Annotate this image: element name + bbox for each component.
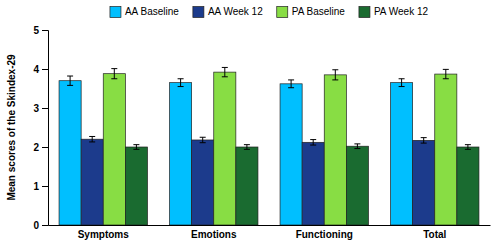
bar — [413, 140, 435, 225]
legend-label: AA Week 12 — [208, 6, 263, 17]
plot: 0 1 2 3 4 5 Symptoms Emotions Functioning Total — [33, 25, 490, 240]
y-tick-mark — [42, 30, 48, 31]
bar — [81, 139, 103, 225]
legend: AA Baseline AA Week 12 PA Baseline PA Week … — [110, 6, 429, 18]
bar — [324, 75, 346, 225]
legend-item: AA Baseline — [110, 6, 179, 18]
x-tick-label: Emotions — [191, 229, 237, 240]
y-tick: 1 — [33, 181, 48, 192]
error-bar — [89, 136, 95, 141]
legend-label: AA Baseline — [125, 6, 179, 17]
x-axis-line — [49, 225, 491, 226]
y-tick: 4 — [33, 64, 48, 75]
bar — [214, 72, 236, 225]
x-tick-label: Total — [423, 229, 446, 240]
legend-swatch — [193, 7, 204, 18]
y-tick-label: 0 — [33, 220, 39, 231]
bar — [59, 81, 81, 225]
bar — [103, 74, 125, 225]
y-axis-title: Mean scores of the Skindex-29 — [6, 54, 17, 201]
bar — [170, 83, 192, 225]
error-bar — [310, 140, 316, 145]
error-bar — [222, 67, 228, 76]
y-tick-mark — [42, 108, 48, 109]
error-bar — [133, 145, 139, 150]
bar — [391, 83, 413, 225]
bar — [280, 84, 302, 225]
error-bar — [111, 69, 117, 79]
series — [103, 67, 457, 225]
legend-item: PA Baseline — [277, 6, 346, 18]
error-bar — [67, 76, 73, 85]
series — [125, 144, 479, 225]
y-tick-mark — [42, 186, 48, 187]
x-tick-label: Functioning — [296, 229, 353, 240]
x-tick: Symptoms — [78, 229, 130, 240]
legend-swatch — [359, 7, 370, 18]
legend-swatch — [110, 7, 121, 18]
legend-item: PA Week 12 — [359, 6, 429, 18]
bar — [125, 147, 147, 225]
x-tick-label: Symptoms — [78, 229, 130, 240]
error-bar — [288, 80, 294, 88]
y-tick-mark — [42, 69, 48, 70]
error-bar — [200, 137, 206, 142]
y-tick: 0 — [33, 220, 48, 231]
x-tick: Total — [423, 229, 446, 240]
bar — [435, 74, 457, 225]
y-tick: 2 — [33, 142, 48, 153]
y-tick-mark — [42, 147, 48, 148]
chart: 0 1 2 3 4 5 Symptoms Emotions Functioning Total Me… — [0, 0, 500, 247]
y-tick-label: 3 — [33, 103, 39, 114]
error-bar — [332, 70, 338, 80]
legend-swatch — [277, 7, 288, 18]
y-tick-label: 4 — [33, 64, 39, 75]
series — [81, 136, 435, 225]
error-bar — [244, 145, 250, 150]
legend-label: PA Baseline — [292, 6, 346, 17]
y-axis: 0 1 2 3 4 5 — [33, 25, 48, 231]
legend-item: AA Week 12 — [193, 6, 263, 18]
error-bar — [178, 79, 184, 87]
y-tick: 5 — [33, 25, 48, 36]
y-tick-label: 5 — [33, 25, 39, 36]
legend-label: PA Week 12 — [374, 6, 429, 17]
bar — [192, 140, 214, 225]
error-bar — [465, 145, 471, 150]
bar — [302, 142, 324, 225]
error-bar — [421, 138, 427, 143]
y-tick-label: 1 — [33, 181, 39, 192]
bar — [236, 147, 258, 225]
error-bar — [354, 144, 360, 149]
y-tick-label: 2 — [33, 142, 39, 153]
bar — [346, 146, 368, 225]
y-axis-line — [42, 31, 49, 226]
x-tick: Functioning — [296, 229, 353, 240]
x-axis: Symptoms Emotions Functioning Total — [49, 226, 491, 241]
y-tick: 3 — [33, 103, 48, 114]
error-bar — [399, 79, 405, 87]
bar — [457, 147, 479, 225]
x-tick: Emotions — [191, 229, 237, 240]
y-tick-mark — [42, 225, 48, 226]
error-bar — [443, 69, 449, 78]
marks — [59, 67, 479, 225]
